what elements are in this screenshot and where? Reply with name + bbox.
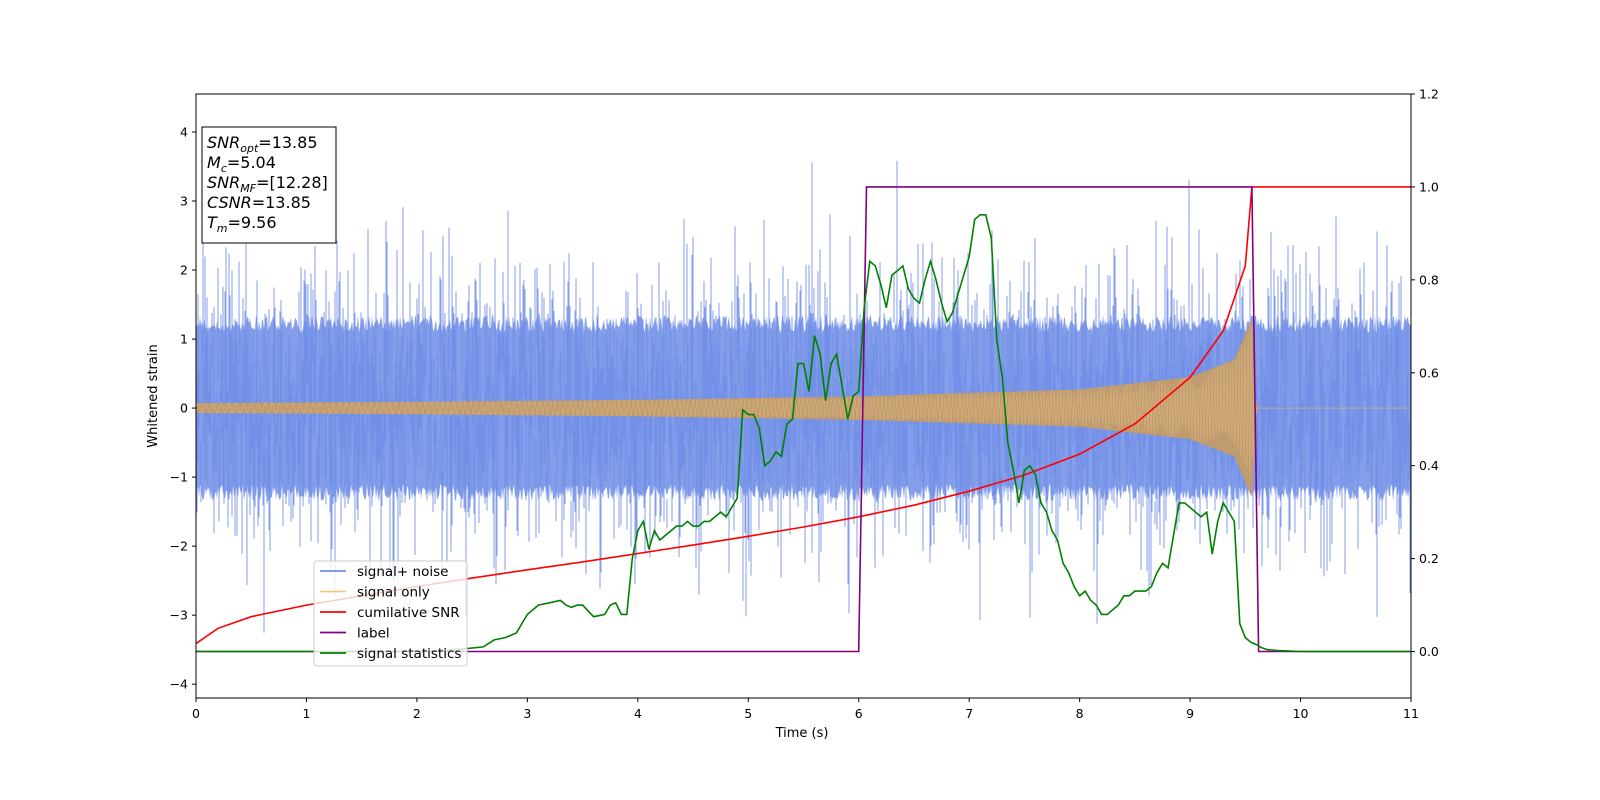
- x-tick-label: 9: [1186, 706, 1194, 721]
- y2-tick-label: 0.8: [1419, 272, 1439, 287]
- x-tick-label: 11: [1403, 706, 1419, 721]
- legend-label: signal only: [357, 585, 430, 601]
- series-signal-only: [196, 325, 1411, 474]
- info-symbol: M: [207, 153, 221, 172]
- info-value: =13.85: [252, 193, 311, 212]
- legend-label: signal+ noise: [357, 564, 448, 580]
- y-axis-right: 0.0 0.2 0.4 0.6 0.8 1.0 1.2: [1411, 87, 1439, 659]
- y-axis-label: Whitened strain: [146, 344, 161, 447]
- y2-tick-label: 1.0: [1419, 179, 1439, 194]
- y2-tick-label: 1.2: [1419, 87, 1439, 102]
- info-symbol: T: [207, 213, 218, 232]
- y-tick-label: −3: [170, 608, 188, 623]
- x-axis-label: Time (s): [775, 726, 829, 741]
- y-tick-label: 4: [180, 124, 188, 139]
- x-axis: 0 1 2 3 4 5 6 7 8 9 10 11: [192, 698, 1419, 721]
- info-line: Mc=5.04: [207, 153, 276, 175]
- info-value: =9.56: [228, 213, 277, 232]
- y-tick-label: −4: [170, 677, 188, 692]
- x-tick-label: 1: [302, 706, 310, 721]
- y-tick-label: 1: [180, 332, 188, 347]
- info-line: SNRopt=13.85: [207, 133, 318, 155]
- y-tick-label: 2: [180, 263, 188, 278]
- y-tick-label: −1: [170, 470, 188, 485]
- plot-frame: [195, 93, 1412, 699]
- x-tick-label: 5: [744, 706, 752, 721]
- info-box-frame: [201, 126, 337, 244]
- info-symbol: SNR: [207, 133, 240, 152]
- info-subscript: c: [221, 162, 227, 175]
- y-tick-label: −2: [170, 539, 188, 554]
- y-axis-left: −4 −3 −2 −1 0 1 2 3 4: [170, 124, 196, 692]
- y2-tick-label: 0.2: [1419, 551, 1439, 566]
- x-tick-label: 4: [634, 706, 642, 721]
- legend-label: cumilative SNR: [357, 605, 460, 621]
- x-tick-label: 8: [1076, 706, 1084, 721]
- y2-tick-label: 0.0: [1419, 644, 1439, 659]
- y-tick-label: 3: [180, 193, 188, 208]
- info-symbol: CSNR: [207, 193, 252, 212]
- x-tick-label: 2: [413, 706, 421, 721]
- info-subscript: m: [217, 222, 228, 235]
- info-symbol: SNR: [207, 173, 240, 192]
- info-line: CSNR=13.85: [207, 193, 311, 212]
- legend-label: label: [357, 626, 390, 642]
- legend-frame: [313, 560, 468, 667]
- legend: signal+ noise signal only cumilative SNR la…: [313, 560, 468, 667]
- x-tick-label: 3: [523, 706, 531, 721]
- info-value: =13.85: [258, 133, 317, 152]
- info-box: SNRopt=13.85Mc=5.04SNRMF=[12.28]CSNR=13.…: [201, 126, 337, 244]
- y-tick-label: 0: [180, 401, 188, 416]
- plot-area: [196, 160, 1411, 653]
- x-tick-label: 0: [192, 706, 200, 721]
- y2-tick-label: 0.4: [1419, 458, 1439, 473]
- info-value: =[12.28]: [256, 173, 328, 192]
- info-line: SNRMF=[12.28]: [207, 173, 328, 195]
- x-tick-label: 10: [1293, 706, 1309, 721]
- info-subscript: opt: [240, 142, 259, 155]
- info-subscript: MF: [240, 182, 256, 195]
- x-tick-label: 6: [855, 706, 863, 721]
- series-signal-only-band: [196, 319, 1410, 497]
- info-value: =5.04: [227, 153, 276, 172]
- series-signal-statistics: [196, 214, 1411, 653]
- legend-label: signal statistics: [357, 646, 461, 662]
- y2-tick-label: 0.6: [1419, 365, 1439, 380]
- x-tick-label: 7: [965, 706, 973, 721]
- info-line: Tm=9.56: [207, 213, 277, 235]
